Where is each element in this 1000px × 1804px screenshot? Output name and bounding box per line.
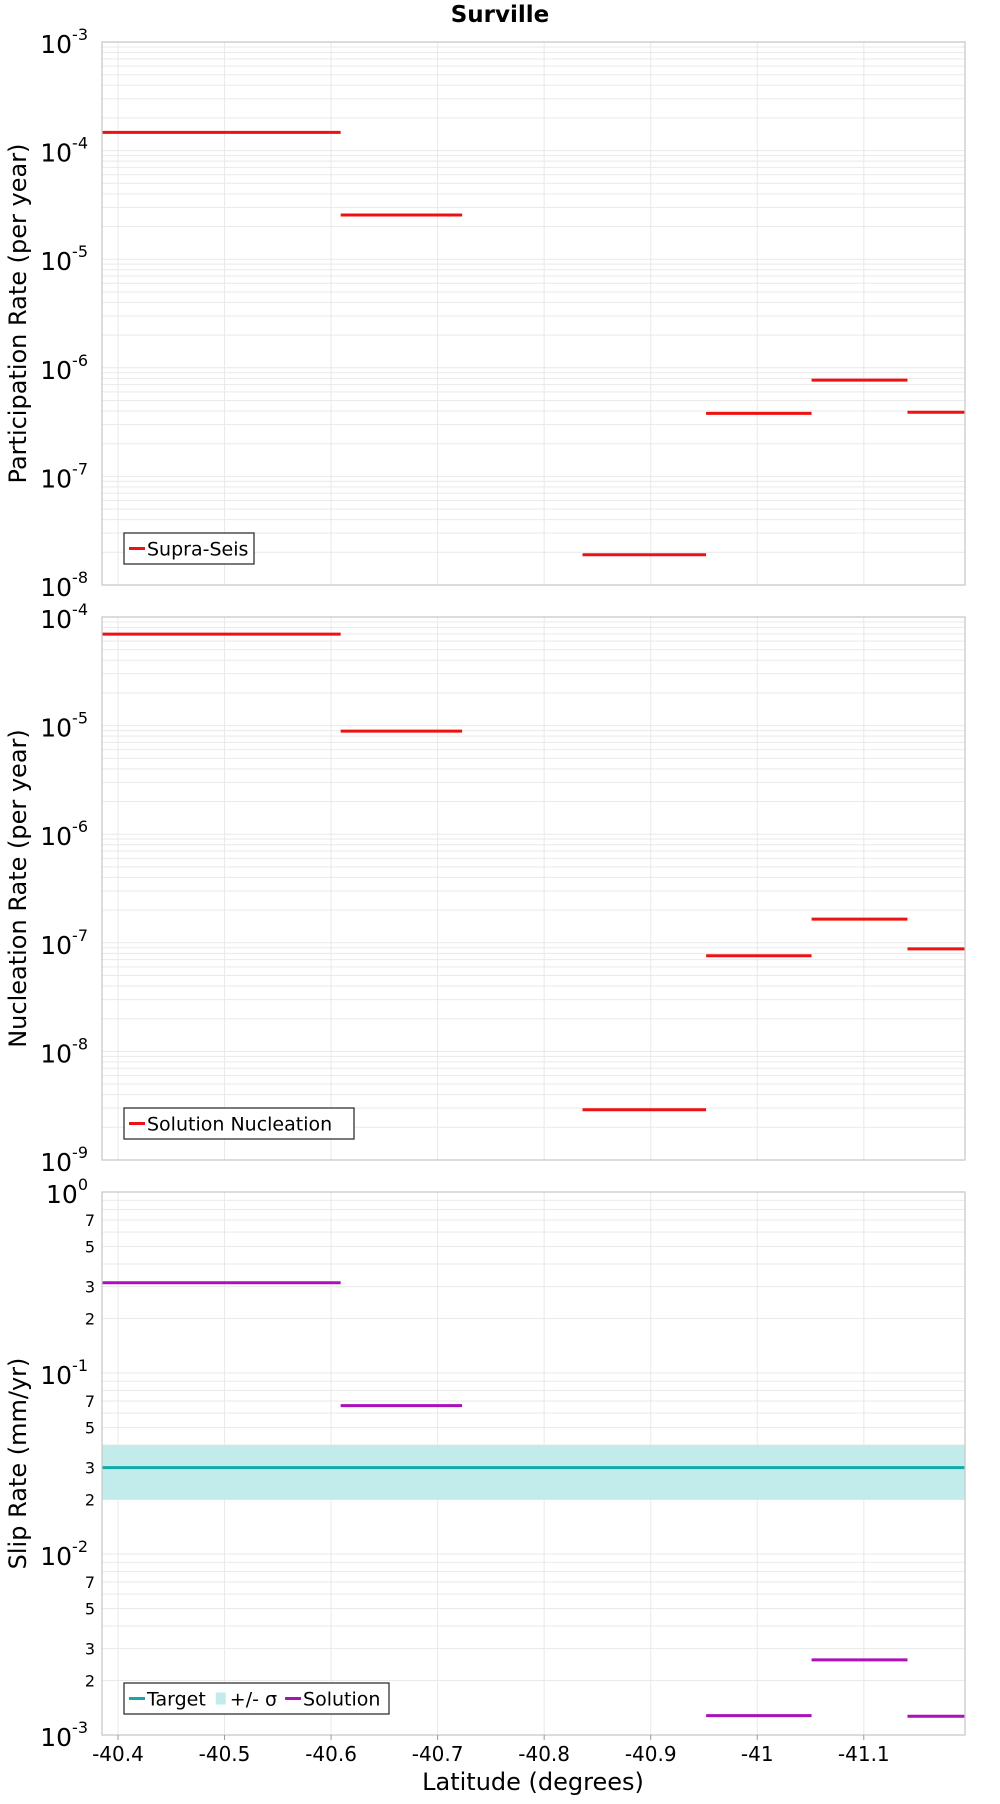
y-minor-tick-label: 5 <box>85 1599 95 1618</box>
y-tick-label: 10-4 <box>40 600 88 634</box>
plot-area <box>102 617 965 1160</box>
chart-panel-2: 10-4 10-5 10-6 10-7 10-8 10-9 Nucleation Rate … <box>4 600 966 1177</box>
legend-box <box>123 532 255 565</box>
y-axis-label: Participation Rate (per year) <box>4 144 32 484</box>
legend-box <box>123 1107 355 1140</box>
x-axis-label: Latitude (degrees) <box>422 1768 644 1796</box>
y-minor-tick-label: 7 <box>85 1211 95 1230</box>
plot-frame <box>101 1191 966 1736</box>
y-tick-label: 10-7 <box>40 926 88 960</box>
y-tick-label: 10-8 <box>40 568 88 602</box>
y-tick-label: 10-6 <box>40 817 88 851</box>
chart-panel-3: 100 10-1 10-2 10-3 7 5 3 2 7 5 3 2 7 5 3 2 Slip Rate (mm… <box>4 1175 966 1766</box>
y-tick-label: 100 <box>46 1175 88 1209</box>
plot-frame <box>101 616 966 1161</box>
y-minor-tick-label: 7 <box>85 1392 95 1411</box>
legend: Supra-Seis <box>123 532 255 565</box>
plot-area <box>102 42 965 585</box>
y-minor-tick-label: 7 <box>85 1573 95 1592</box>
x-tick-label: -40.5 <box>199 1742 251 1766</box>
y-tick-label: 10-9 <box>40 1143 88 1177</box>
y-tick-label: 10-5 <box>40 242 88 276</box>
y-axis-label: Nucleation Rate (per year) <box>4 729 32 1048</box>
sigma-band <box>102 1445 965 1500</box>
y-minor-tick-label: 2 <box>85 1672 95 1691</box>
legend-label: Target <box>146 1689 206 1711</box>
legend-swatch <box>215 1692 226 1705</box>
legend: Solution Nucleation <box>123 1107 355 1140</box>
legend-label: Solution <box>303 1689 380 1711</box>
x-tick-label: -41.1 <box>838 1742 890 1766</box>
y-tick-label: 10-8 <box>40 1034 88 1068</box>
y-minor-tick-label: 5 <box>85 1237 95 1256</box>
y-tick-label: 10-3 <box>40 1718 88 1752</box>
y-minor-tick-label: 2 <box>85 1491 95 1510</box>
y-minor-tick-label: 3 <box>85 1278 95 1297</box>
legend-box <box>123 1682 390 1715</box>
x-tick-label: -41 <box>741 1742 774 1766</box>
plot-frame <box>101 41 966 586</box>
y-tick-label: 10-5 <box>40 709 88 743</box>
y-tick-label: 10-7 <box>40 459 88 493</box>
y-tick-label: 10-1 <box>40 1356 88 1390</box>
x-tick-label: -40.4 <box>92 1742 144 1766</box>
y-tick-label: 10-6 <box>40 351 88 385</box>
legend-label: +/- σ <box>230 1689 277 1711</box>
y-minor-tick-label: 2 <box>85 1310 95 1329</box>
x-tick-label: -40.9 <box>625 1742 677 1766</box>
x-tick-label: -40.7 <box>412 1742 464 1766</box>
y-tick-label: 10-2 <box>40 1537 88 1571</box>
x-tick-label: -40.6 <box>305 1742 357 1766</box>
legend-label: Supra-Seis <box>147 539 248 561</box>
x-tick-label: -40.8 <box>518 1742 570 1766</box>
y-axis-label: Slip Rate (mm/yr) <box>4 1358 32 1570</box>
legend: Target +/- σ Solution <box>123 1682 390 1715</box>
y-tick-label: 10-4 <box>40 134 88 168</box>
y-minor-tick-label: 3 <box>85 1640 95 1659</box>
y-minor-tick-label: 5 <box>85 1418 95 1437</box>
chart-panel-1: 10-3 10-4 10-5 10-6 10-7 10-8 Participation Ra… <box>4 25 966 602</box>
chart-title: Surville <box>451 2 550 28</box>
legend-label: Solution Nucleation <box>147 1114 332 1136</box>
y-tick-label: 10-3 <box>40 25 88 59</box>
y-minor-tick-label: 3 <box>85 1459 95 1478</box>
